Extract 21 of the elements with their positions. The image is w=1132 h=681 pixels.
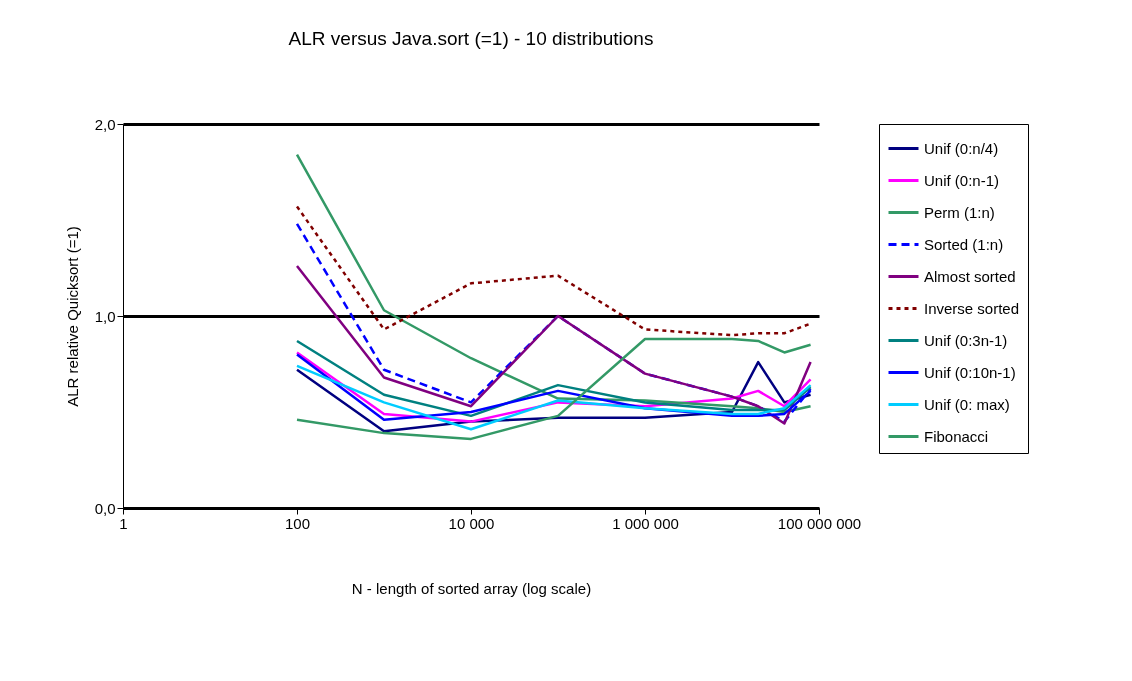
x-tick-label: 100 xyxy=(284,514,311,532)
chart-title: ALR versus Java.sort (=1) - 10 distributions xyxy=(288,28,654,49)
legend-label: Unif (0:10n-1) xyxy=(924,363,1016,381)
legend-label: Unif (0:3n-1) xyxy=(924,331,1008,349)
y-tick-label: 0,0 xyxy=(94,499,116,517)
y-tick-label: 1,0 xyxy=(94,307,116,325)
x-tick-label: 100 000 000 xyxy=(777,514,862,532)
y-axis-title: ALR relative Quicksort (=1) xyxy=(63,226,81,407)
x-tick-label: 1 xyxy=(119,514,128,532)
y-tick-label: 2,0 xyxy=(94,115,116,133)
legend-label: Inverse sorted xyxy=(924,299,1020,317)
legend-label: Sorted (1:n) xyxy=(924,235,1004,253)
legend-label: Unif (0: max) xyxy=(924,395,1010,413)
legend-label: Unif (0:n/4) xyxy=(924,139,999,157)
x-tick-label: 1 000 000 xyxy=(612,514,679,532)
x-tick-label: 10 000 xyxy=(448,514,495,532)
legend-label: Perm (1:n) xyxy=(924,203,995,221)
legend-label: Almost sorted xyxy=(924,267,1016,285)
legend-label: Fibonacci xyxy=(924,427,989,445)
legend-label: Unif (0:n-1) xyxy=(924,171,1000,189)
x-axis-title: N - length of sorted array (log scale) xyxy=(351,579,592,597)
